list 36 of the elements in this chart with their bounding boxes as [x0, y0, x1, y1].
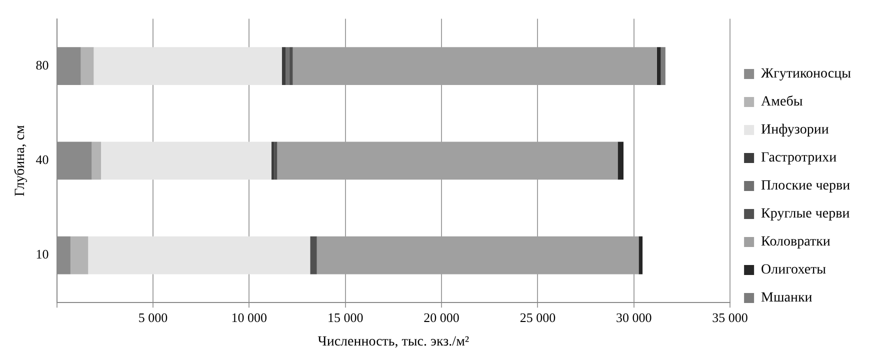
- legend-label: Гастротрихи: [761, 150, 838, 166]
- y-axis-title: Глубина, см: [13, 124, 28, 196]
- legend-label: Коловратки: [761, 234, 831, 250]
- bar: [80, 47, 94, 86]
- bar: [88, 236, 310, 274]
- x-tick-label: 20 000: [424, 310, 460, 325]
- bar: [101, 142, 272, 180]
- x-tick-label: 25 000: [520, 310, 556, 325]
- bar: [286, 47, 290, 86]
- x-tick-label: 15 000: [327, 310, 364, 325]
- y-tick-label: 40: [36, 152, 49, 168]
- legend-label: Круглые черви: [761, 206, 850, 222]
- bar: [92, 142, 102, 180]
- legend-label: Жгутиконосцы: [761, 66, 852, 82]
- bar: [289, 47, 293, 86]
- bar: [656, 47, 661, 86]
- x-tick-label: 30 000: [616, 310, 652, 325]
- y-tick-label: 10: [36, 246, 49, 262]
- bar: [70, 236, 88, 274]
- bar: [94, 47, 282, 86]
- x-tick-label: 5 000: [138, 310, 168, 325]
- bar: [271, 142, 274, 180]
- y-tick-label: 80: [36, 58, 49, 73]
- x-tick-label: 35 000: [712, 310, 748, 325]
- legend-label: Инфузории: [761, 122, 830, 138]
- bar: [310, 236, 317, 274]
- legend-label: Амебы: [761, 94, 804, 110]
- bar: [638, 236, 643, 274]
- bar: [282, 47, 286, 86]
- bar: [660, 47, 666, 86]
- bar: [618, 142, 624, 180]
- x-axis-title: Численность, тыс. экз./м²: [318, 334, 470, 350]
- x-tick-label: 10 000: [231, 310, 268, 325]
- legend-label: Плоские черви: [761, 178, 851, 194]
- legend-label: Мшанки: [761, 290, 813, 306]
- legend-label: Олигохеты: [761, 262, 827, 278]
